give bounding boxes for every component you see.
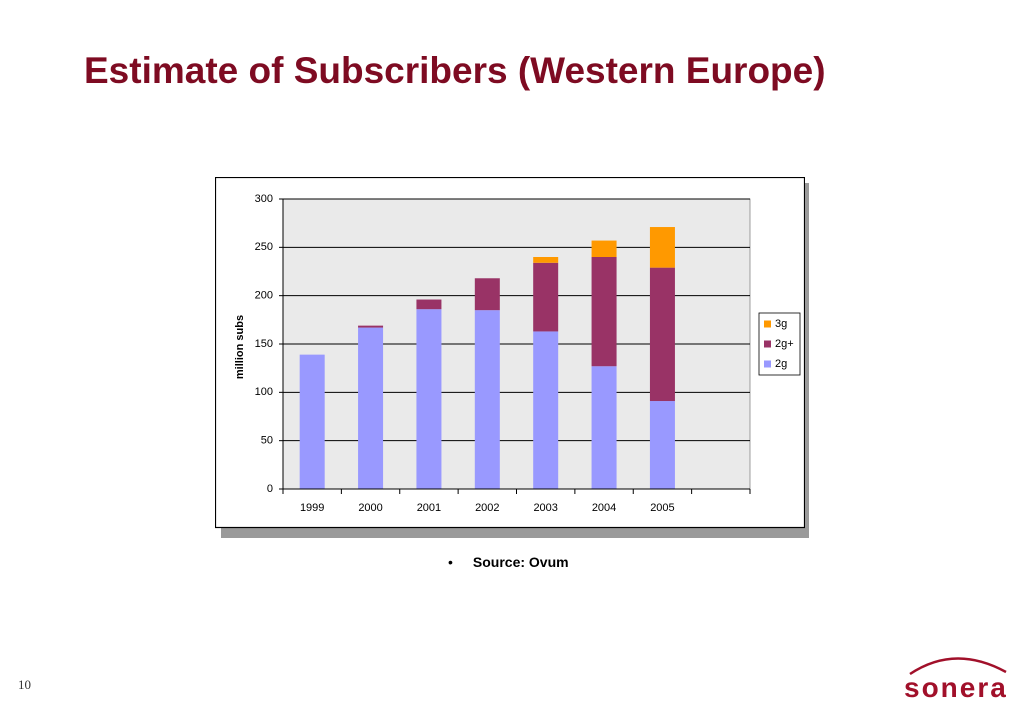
bar-segment: [591, 257, 617, 367]
bar-segment: [649, 227, 675, 268]
bar-segment: [649, 401, 675, 489]
y-tick-label: 50: [261, 435, 273, 447]
slide-title: Estimate of Subscribers (Western Europe): [84, 50, 826, 91]
legend-label: 3g: [775, 318, 787, 330]
bar-segment: [358, 325, 384, 328]
bar-segment: [416, 299, 442, 310]
bar-segment: [358, 327, 384, 489]
source-note: Source: Ovum: [448, 554, 569, 570]
logo: sonera: [900, 650, 1015, 705]
x-tick-label: 1999: [300, 502, 324, 514]
x-tick-label: 2004: [592, 502, 616, 514]
y-tick-label: 100: [255, 386, 273, 398]
x-tick-label: 2003: [533, 502, 557, 514]
logo-arc: [909, 657, 1007, 676]
y-tick-label: 200: [255, 290, 273, 302]
bar-segment: [533, 257, 559, 263]
x-tick-label: 2005: [650, 502, 674, 514]
x-tick-label: 2000: [358, 502, 382, 514]
logo-text: sonera: [904, 672, 1008, 703]
bar-segment: [591, 240, 617, 257]
y-tick-label: 300: [255, 193, 273, 205]
legend-label: 2g: [775, 358, 787, 370]
legend-swatch: [764, 340, 771, 348]
bar-segment: [299, 354, 325, 489]
y-axis-title: million subs: [234, 315, 246, 379]
x-tick-label: 2002: [475, 502, 499, 514]
y-tick-label: 0: [267, 483, 273, 495]
chart: million subs 0 50 100 150 200 250 300 1999 2000 2…: [215, 177, 805, 529]
bar-segment: [533, 262, 559, 332]
bar-segment: [416, 309, 442, 489]
page-number: 10: [18, 677, 31, 692]
legend-swatch: [764, 360, 771, 368]
bar-segment: [533, 331, 559, 489]
bar-segment: [591, 366, 617, 489]
bar-segment: [474, 310, 500, 489]
x-tick-label: 2001: [417, 502, 441, 514]
legend-label: 2g+: [775, 338, 794, 350]
bar-segment: [649, 267, 675, 402]
legend-swatch: [764, 320, 771, 328]
source-text: Source: Ovum: [448, 554, 569, 570]
bar-segment: [474, 278, 500, 311]
y-tick-label: 150: [255, 338, 273, 350]
y-tick-label: 250: [255, 241, 273, 253]
